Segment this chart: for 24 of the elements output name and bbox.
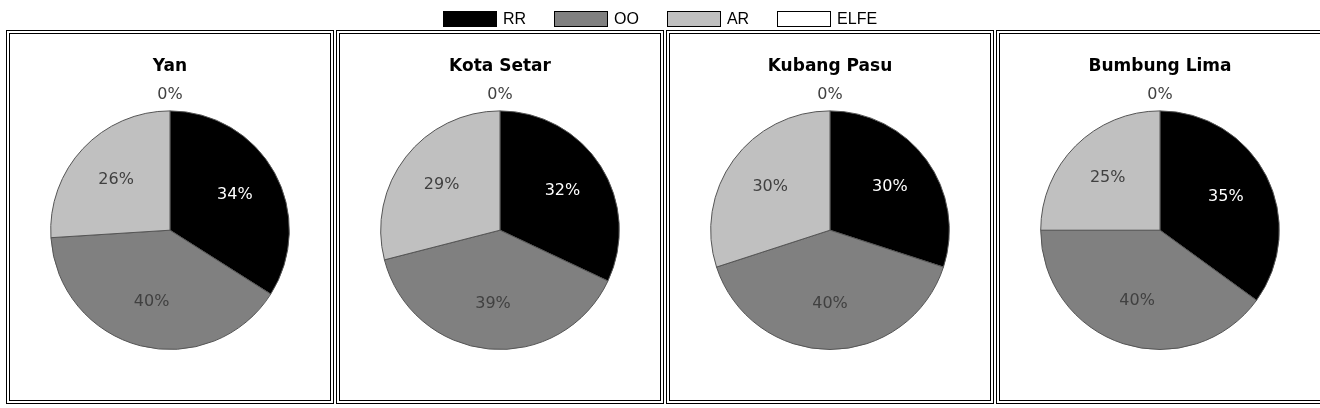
data-label: 30%: [752, 175, 788, 195]
data-label: 32%: [544, 179, 581, 199]
legend-label: OO: [613, 10, 639, 28]
data-label: 40%: [812, 293, 848, 313]
legend-label: RR: [502, 10, 526, 28]
text: Yan: [151, 54, 188, 75]
data-label: 30%: [872, 175, 908, 195]
text: 0%: [487, 84, 513, 104]
chart-title: Bumbung Lima: [1088, 54, 1232, 75]
chart-title: Kota Setar: [449, 54, 552, 75]
legend-label: AR: [726, 10, 750, 28]
text: 0%: [157, 84, 183, 104]
text: 0%: [1147, 84, 1173, 104]
text: 0%: [817, 84, 843, 104]
data-label: 25%: [1089, 167, 1126, 187]
data-label: 40%: [1119, 289, 1155, 309]
data-label: 34%: [217, 183, 253, 203]
data-label: 40%: [133, 291, 170, 310]
chart-title: Kubang Pasu: [767, 54, 893, 75]
data-label: 29%: [423, 174, 460, 194]
data-label: 26%: [98, 168, 134, 188]
data-label: 35%: [1208, 185, 1244, 205]
legend-label: ELFE: [837, 10, 878, 28]
data-label: 39%: [475, 292, 511, 312]
